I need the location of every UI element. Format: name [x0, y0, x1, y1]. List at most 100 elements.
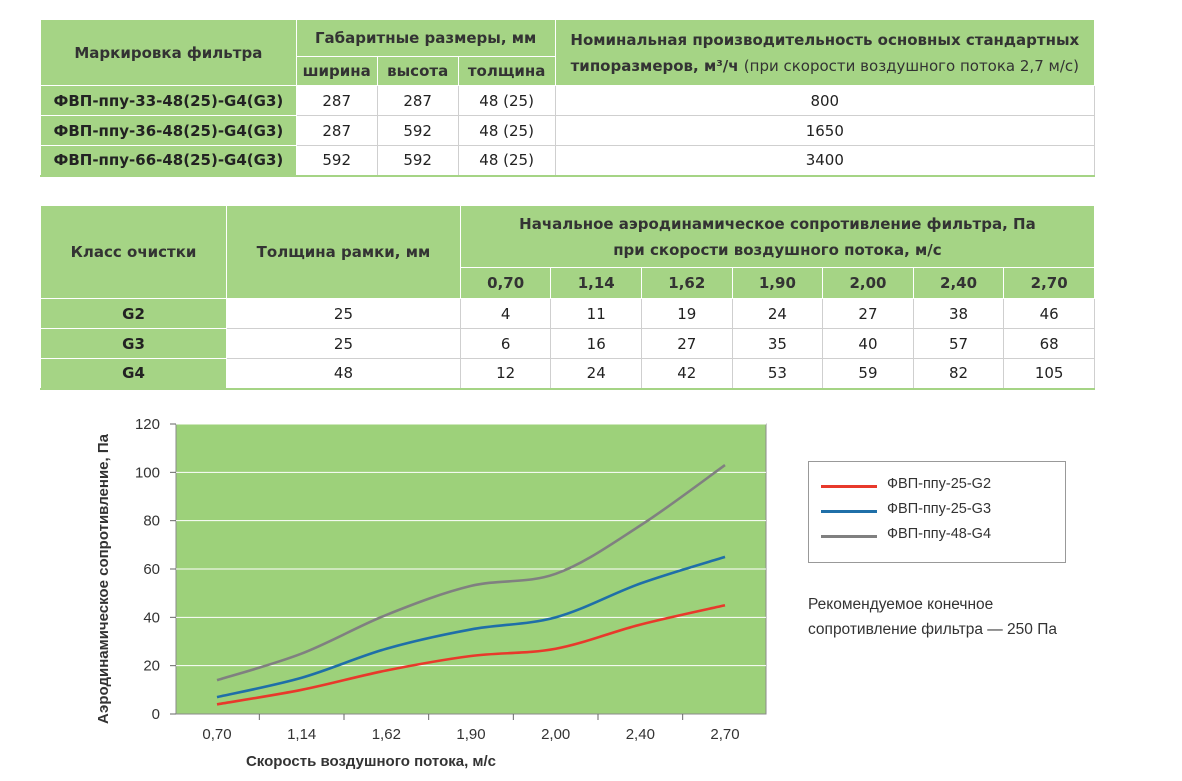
- class-value: G4: [39, 358, 228, 390]
- thickness-value: 48 (25): [457, 115, 556, 146]
- chart-legend: ФВП-ппу-25-G2 ФВП-ппу-25-G3 ФВП-ппу-48-G…: [808, 461, 1066, 563]
- series-line: [216, 555, 726, 699]
- series-line: [216, 464, 726, 682]
- speed-header: 1,62: [641, 267, 733, 299]
- y-tick-label: 40: [143, 609, 160, 626]
- table-row: G3 25 6 16 27 35 40 57 68: [39, 328, 1095, 359]
- height-value: 287: [376, 85, 459, 116]
- header-resistance-line1: Начальное аэродинамическое сопротивление…: [519, 214, 1036, 233]
- header-frame: Толщина рамки, мм: [226, 205, 461, 299]
- legend-swatch: [821, 535, 877, 538]
- resistance-value: 40: [822, 328, 914, 359]
- class-value: G3: [39, 328, 228, 359]
- header-class: Класс очистки: [39, 205, 228, 299]
- header-capacity-line2: типоразмеров, м³/ч (при скорости воздушн…: [556, 53, 1094, 79]
- resistance-value: 42: [641, 358, 733, 390]
- speed-header: 2,00: [822, 267, 914, 299]
- capacity-value: 3400: [554, 145, 1096, 177]
- y-tick-label: 60: [143, 561, 160, 578]
- height-value: 592: [376, 115, 459, 146]
- x-tick-label: 1,62: [372, 726, 401, 743]
- header-width: ширина: [295, 56, 378, 86]
- frame-value: 25: [226, 328, 461, 359]
- x-tick-label: 1,90: [456, 726, 485, 743]
- table-row: G4 48 12 24 42 53 59 82 105: [39, 358, 1095, 390]
- x-tick-label: 1,14: [287, 726, 316, 743]
- frame-value: 48: [226, 358, 461, 390]
- resistance-value: 19: [641, 298, 733, 329]
- legend-swatch: [821, 485, 877, 488]
- note-line1: Рекомендуемое конечное: [808, 596, 994, 613]
- x-tick-label: 0,70: [202, 726, 231, 743]
- resistance-value: 68: [1003, 328, 1095, 359]
- table-row: G2 25 4 11 19 24 27 38 46: [39, 298, 1095, 329]
- resistance-value: 59: [822, 358, 914, 390]
- table-row: ФВП-ппу-33-48(25)-G4(G3) 287 287 48 (25)…: [40, 85, 1096, 116]
- y-tick-label: 100: [135, 464, 160, 481]
- filter-mark: ФВП-ппу-66-48(25)-G4(G3): [40, 145, 297, 177]
- resistance-value: 16: [550, 328, 643, 359]
- x-axis-ticks: 0,70 1,14 1,62 1,90 2,00 2,40 2,70: [202, 714, 740, 743]
- resistance-value: 53: [731, 358, 824, 390]
- resistance-value: 57: [912, 328, 1005, 359]
- legend-label: ФВП-ппу-25-G2: [887, 476, 992, 492]
- thickness-value: 48 (25): [457, 85, 556, 116]
- resistance-line-chart: 0 20 40 60 80 100 120 0,70 1,14 1,62 1,90 2,00 2,40…: [95, 416, 767, 770]
- y-tick-label: 80: [143, 513, 160, 530]
- y-tick-label: 20: [143, 658, 160, 675]
- y-axis-ticks: 0 20 40 60 80 100 120: [135, 416, 176, 723]
- header-resistance-line2: при скорости воздушного потока, м/с: [613, 240, 942, 259]
- x-tick-label: 2,40: [626, 726, 655, 743]
- resistance-value: 27: [641, 328, 733, 359]
- recommendation-note: Рекомендуемое конечное сопротивление фил…: [808, 592, 1108, 642]
- series-line: [216, 603, 726, 706]
- resistance-value: 38: [912, 298, 1005, 329]
- header-resistance: Начальное аэродинамическое сопротивление…: [459, 205, 1096, 268]
- header-thickness: толщина: [457, 56, 556, 86]
- x-tick-label: 2,00: [541, 726, 570, 743]
- resistance-value: 82: [912, 358, 1005, 390]
- width-value: 287: [295, 85, 378, 116]
- filter-mark: ФВП-ппу-33-48(25)-G4(G3): [40, 85, 297, 116]
- x-axis-label: Скорость воздушного потока, м/с: [246, 753, 496, 770]
- height-value: 592: [376, 145, 459, 177]
- resistance-value: 24: [731, 298, 824, 329]
- legend-label: ФВП-ппу-25-G3: [887, 501, 992, 517]
- class-value: G2: [39, 298, 228, 329]
- table-row: ФВП-ппу-66-48(25)-G4(G3) 592 592 48 (25)…: [40, 145, 1096, 177]
- header-filter-mark: Маркировка фильтра: [40, 19, 297, 86]
- width-value: 592: [295, 145, 378, 177]
- y-tick-label: 0: [152, 706, 160, 723]
- resistance-table: Класс очистки Толщина рамки, мм Начально…: [39, 205, 1096, 390]
- speed-header: 2,40: [912, 267, 1005, 299]
- resistance-value: 11: [550, 298, 643, 329]
- resistance-value: 24: [550, 358, 643, 390]
- series-lines: [216, 464, 726, 706]
- table-row: ФВП-ппу-36-48(25)-G4(G3) 287 592 48 (25)…: [40, 115, 1096, 146]
- x-tick-label: 2,70: [710, 726, 739, 743]
- header-dimensions: Габаритные размеры, мм: [295, 19, 556, 57]
- resistance-value: 46: [1003, 298, 1095, 329]
- speed-header: 1,14: [550, 267, 643, 299]
- header-capacity: Номинальная производительность основных …: [554, 19, 1096, 86]
- speed-header: 0,70: [459, 267, 552, 299]
- legend-label: ФВП-ппу-48-G4: [887, 526, 992, 542]
- resistance-value: 12: [459, 358, 552, 390]
- capacity-value: 1650: [554, 115, 1096, 146]
- header-capacity-unit: типоразмеров, м³/ч: [570, 56, 739, 75]
- header-height: высота: [376, 56, 459, 86]
- y-axis-label: Аэродинамическое сопротивление, Па: [95, 433, 112, 724]
- resistance-value: 27: [822, 298, 914, 329]
- filter-sizes-table: Маркировка фильтра Габаритные размеры, м…: [40, 19, 1096, 177]
- filter-mark: ФВП-ппу-36-48(25)-G4(G3): [40, 115, 297, 146]
- resistance-value: 6: [459, 328, 552, 359]
- y-tick-label: 120: [135, 416, 160, 433]
- frame-value: 25: [226, 298, 461, 329]
- capacity-value: 800: [554, 85, 1096, 116]
- speed-header: 2,70: [1003, 267, 1095, 299]
- header-capacity-line1: Номинальная производительность основных …: [570, 30, 1080, 49]
- speed-header: 1,90: [731, 267, 824, 299]
- resistance-value: 4: [459, 298, 552, 329]
- resistance-value: 35: [731, 328, 824, 359]
- thickness-value: 48 (25): [457, 145, 556, 177]
